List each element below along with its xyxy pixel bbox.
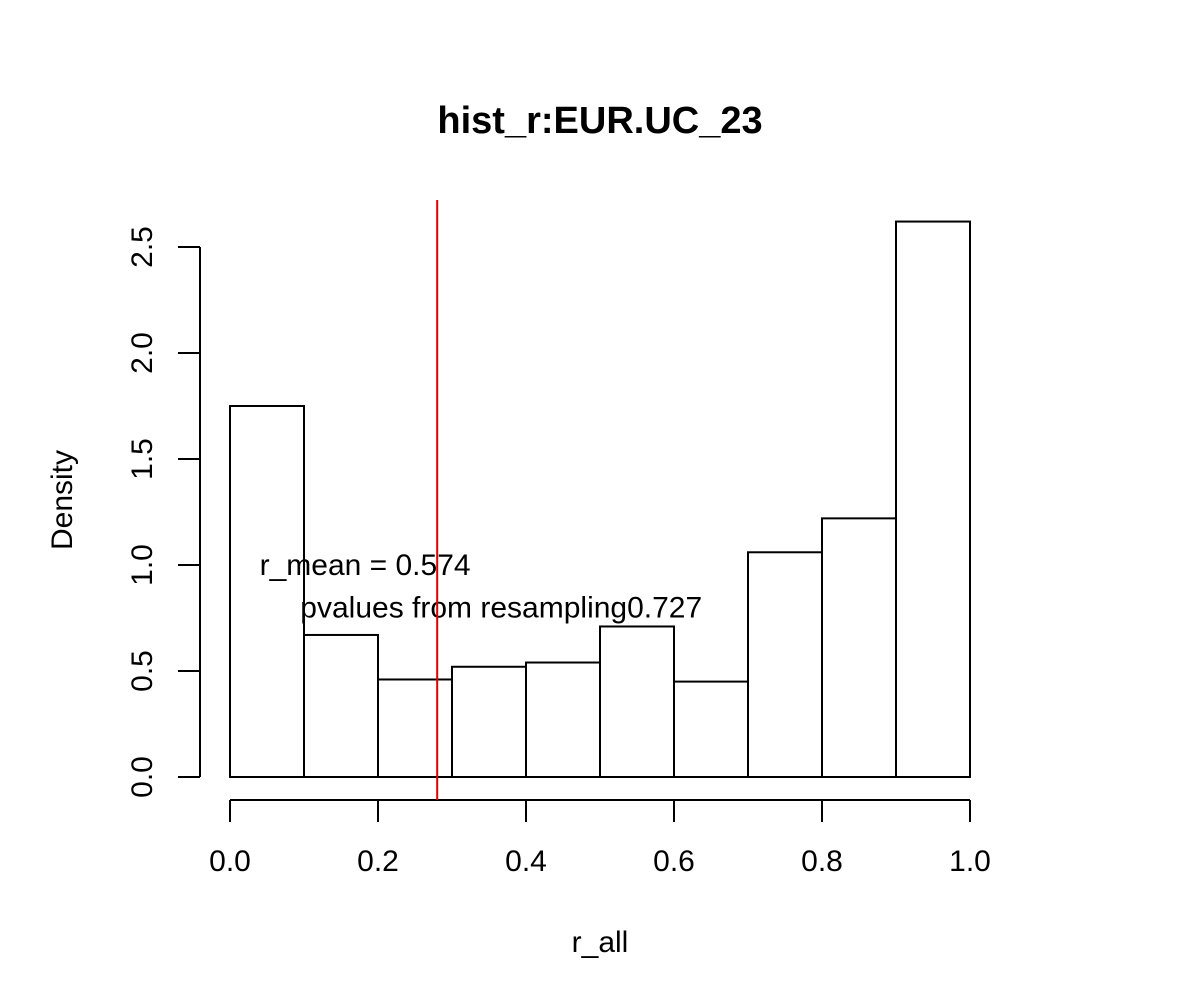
histogram-bar-8	[821, 517, 897, 778]
y-tick-label-3: 1.5	[126, 438, 159, 480]
histogram-bar-1	[303, 633, 379, 779]
y-tick-label-4: 2.0	[126, 332, 159, 374]
x-tick-label-4: 0.8	[801, 845, 843, 878]
y-tick-label-0: 0.0	[126, 756, 159, 798]
histogram-bar-9	[895, 220, 971, 778]
y-tick-label-1: 0.5	[126, 650, 159, 692]
x-axis: 0.0 0.2 0.4 0.6 0.8 1.0	[209, 799, 991, 878]
x-axis-label: r_all	[572, 926, 629, 959]
y-axis-label: Density	[46, 450, 79, 550]
x-tick-label-1: 0.2	[357, 845, 399, 878]
histogram-bar-6	[673, 680, 749, 778]
x-tick-label-2: 0.4	[505, 845, 547, 878]
histogram-bar-3	[451, 665, 527, 779]
bars-layer	[229, 220, 971, 779]
histogram-bar-2	[377, 678, 453, 778]
annotations-layer: r_mean = 0.574 pvalues from resampling0.7…	[260, 549, 703, 624]
y-tick-label-5: 2.5	[126, 226, 159, 268]
histogram-bar-0	[229, 405, 305, 778]
histogram-bar-5	[599, 625, 675, 778]
x-tick-label-3: 0.6	[653, 845, 695, 878]
y-axis: 0.0 0.5 1.0 1.5 2.0 2.5	[126, 226, 201, 798]
histogram-bar-4	[525, 661, 601, 779]
x-tick-label-5: 1.0	[949, 845, 991, 878]
x-tick-label-0: 0.0	[209, 845, 251, 878]
y-tick-label-2: 1.0	[126, 544, 159, 586]
annotation-text-1: pvalues from resampling0.727	[300, 591, 702, 624]
annotation-text-0: r_mean = 0.574	[260, 549, 471, 582]
chart-title: hist_r:EUR.UC_23	[437, 100, 762, 142]
histogram-bar-7	[747, 551, 823, 779]
